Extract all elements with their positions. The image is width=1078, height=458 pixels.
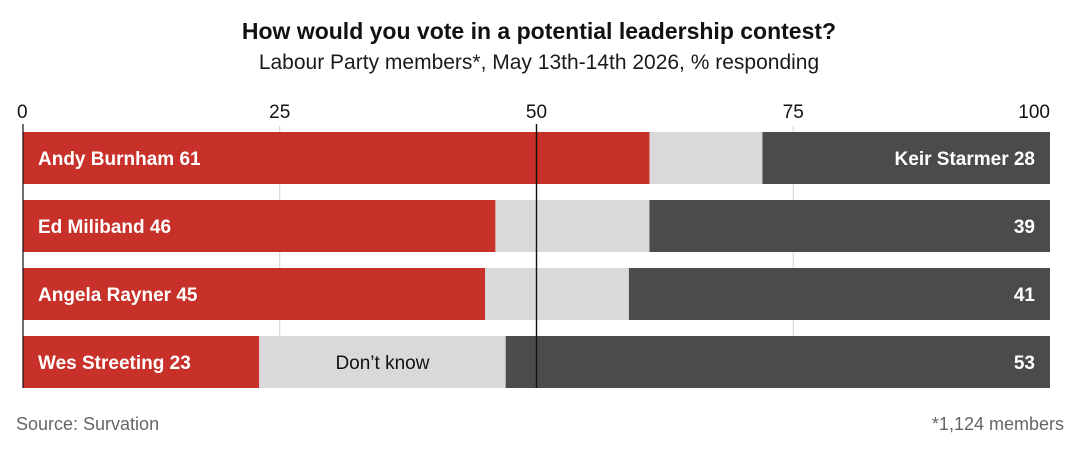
starmer-label: 41 — [1014, 285, 1036, 306]
chart-subtitle: Labour Party members*, May 13th-14th 202… — [258, 51, 820, 74]
bar-starmer — [505, 336, 1050, 388]
bar-dont-know — [485, 268, 629, 320]
x-tick-label: 75 — [783, 102, 804, 123]
bar-starmer — [649, 200, 1050, 252]
bar-candidate — [23, 336, 260, 388]
starmer-label: 39 — [1014, 217, 1035, 238]
dont-know-label: Don’t know — [335, 353, 429, 374]
bar-starmer — [762, 132, 1050, 184]
footnote: *1,124 members — [931, 414, 1064, 434]
starmer-label: Keir Starmer 28 — [895, 149, 1035, 170]
bar-dont-know — [649, 132, 763, 184]
x-tick-label: 25 — [269, 102, 290, 123]
candidate-label: Ed Miliband 46 — [38, 217, 171, 238]
bar-starmer — [628, 268, 1050, 320]
x-tick-label: 100 — [1018, 102, 1050, 123]
bar-candidate — [23, 132, 650, 184]
chart-title: How would you vote in a potential leader… — [241, 18, 837, 44]
stacked-bar-chart: 0 25 50 75 100 Andy Burnham 61 Keir Starmer 28… — [17, 102, 1050, 388]
candidate-label: Andy Burnham 61 — [38, 149, 201, 170]
starmer-label: 53 — [1014, 353, 1035, 374]
x-tick-label: 0 — [17, 102, 28, 123]
bar-candidate — [23, 268, 486, 320]
bar-dont-know — [259, 336, 506, 388]
bar-candidate — [23, 200, 496, 252]
source-note: Source: Survation — [16, 414, 160, 434]
candidate-label: Angela Rayner 45 — [38, 285, 198, 306]
x-tick-label: 50 — [526, 102, 547, 123]
bar-dont-know — [495, 200, 650, 252]
candidate-label: Wes Streeting 23 — [38, 353, 191, 374]
